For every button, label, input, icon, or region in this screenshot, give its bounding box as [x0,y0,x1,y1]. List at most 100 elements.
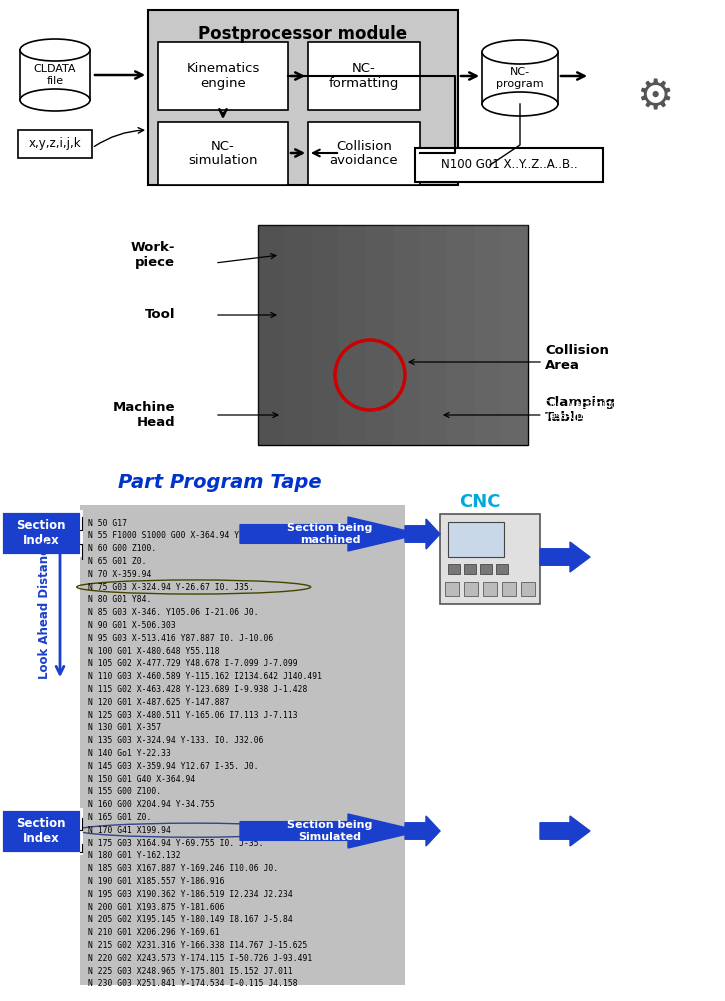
Polygon shape [405,816,440,846]
Text: N 175 G03 X164.94 Y-69.755 I0. J-35.: N 175 G03 X164.94 Y-69.755 I0. J-35. [88,839,263,848]
Text: N 180 G01 Y-162.132: N 180 G01 Y-162.132 [88,851,181,860]
Text: N 130 G01 X-357: N 130 G01 X-357 [88,724,161,733]
Text: N 220 G02 X243.573 Y-174.115 I-50.726 J-93.491: N 220 G02 X243.573 Y-174.115 I-50.726 J-… [88,954,312,963]
Text: Part Program Tape: Part Program Tape [118,473,322,492]
Bar [483,582,497,596]
Text: N 125 G03 X-480.511 Y-165.06 I7.113 J-7.113: N 125 G03 X-480.511 Y-165.06 I7.113 J-7.… [88,711,298,720]
Text: Section being
Simulated: Section being Simulated [287,820,373,842]
Text: N 75 G03 X-324.94 Y-26.67 I0. J35.: N 75 G03 X-324.94 Y-26.67 I0. J35. [88,583,254,592]
Text: [NC Simulation
3D View
(colored turbine blade)]: [NC Simulation 3D View (colored turbine … [521,587,637,620]
Ellipse shape [482,40,558,64]
Text: N 55 F1000 S1000 G00 X-364.94 Y-61.67 Z150. M03: N 55 F1000 S1000 G00 X-364.94 Y-61.67 Z1… [88,532,317,541]
Text: N 90 G01 X-506.303: N 90 G01 X-506.303 [88,621,175,630]
FancyBboxPatch shape [1,809,81,853]
Bar [448,522,504,557]
Text: N 135 G03 X-324.94 Y-133. I0. J32.06: N 135 G03 X-324.94 Y-133. I0. J32.06 [88,736,263,745]
Text: N 190 G01 X185.557 Y-186.916: N 190 G01 X185.557 Y-186.916 [88,877,225,886]
Bar [258,225,285,445]
Text: N 160 G00 X204.94 Y-34.755: N 160 G00 X204.94 Y-34.755 [88,800,215,809]
Text: N 100 G01 X-480.648 Y55.118: N 100 G01 X-480.648 Y55.118 [88,647,220,656]
Bar [20,50,90,100]
Text: Section being
machined: Section being machined [287,524,373,545]
Text: N 225 G03 X248.965 Y-175.801 I5.152 J7.011: N 225 G03 X248.965 Y-175.801 I5.152 J7.0… [88,967,293,976]
Text: NC-
program: NC- program [496,67,544,89]
Bar [258,225,528,445]
Text: N 110 G03 X-460.589 Y-115.162 I2134.642 J140.491: N 110 G03 X-460.589 Y-115.162 I2134.642 … [88,672,322,681]
Text: N 165 G01 Z0.: N 165 G01 Z0. [88,813,152,822]
Bar [80,505,405,985]
Text: N 210 G01 X206.296 Y-169.61: N 210 G01 X206.296 Y-169.61 [88,928,220,937]
Bar [464,564,476,574]
Text: N 200 G01 X193.875 Y-181.606: N 200 G01 X193.875 Y-181.606 [88,903,225,912]
Text: N 95 G03 X-513.416 Y87.887 I0. J-10.06: N 95 G03 X-513.416 Y87.887 I0. J-10.06 [88,634,273,643]
Text: N 115 G02 X-463.428 Y-123.689 I-9.938 J-1.428: N 115 G02 X-463.428 Y-123.689 I-9.938 J-… [88,685,307,694]
Text: N 145 G03 X-359.94 Y12.67 I-35. J0.: N 145 G03 X-359.94 Y12.67 I-35. J0. [88,762,259,771]
Bar [393,225,420,445]
Bar [496,564,508,574]
Polygon shape [240,517,420,551]
Text: N 120 G01 X-487.625 Y-147.887: N 120 G01 X-487.625 Y-147.887 [88,698,229,707]
Text: Look Ahead Distance: Look Ahead Distance [38,540,51,679]
Polygon shape [240,814,420,848]
FancyBboxPatch shape [158,122,288,185]
Text: N 155 G00 Z100.: N 155 G00 Z100. [88,788,161,797]
Text: N 230 G03 X251.841 Y-174.534 I-0.115 J4.158: N 230 G03 X251.841 Y-174.534 I-0.115 J4.… [88,979,298,988]
Bar [366,225,393,445]
Polygon shape [540,816,590,846]
Bar [448,564,460,574]
Bar [480,564,492,574]
Text: Machine
Head: Machine Head [112,401,175,429]
Text: CNC: CNC [459,493,501,511]
FancyBboxPatch shape [1,511,81,555]
Ellipse shape [20,89,90,111]
Polygon shape [405,519,440,549]
Text: N 215 G02 X231.316 Y-166.338 I14.767 J-15.625: N 215 G02 X231.316 Y-166.338 I14.767 J-1… [88,941,307,950]
Bar [501,225,528,445]
Text: Kinematics
engine: Kinematics engine [186,62,260,90]
Text: N 85 G03 X-346. Y105.06 I-21.06 J0.: N 85 G03 X-346. Y105.06 I-21.06 J0. [88,608,259,617]
Text: Collision
avoidance: Collision avoidance [330,139,398,167]
Text: Clamping
Table: Clamping Table [545,396,615,424]
Text: Work-
piece: Work- piece [130,241,175,269]
Bar [148,10,458,185]
Bar [502,582,516,596]
Bar [464,582,478,596]
Text: NC-
formatting: NC- formatting [329,62,399,90]
Bar [445,582,459,596]
Text: N 105 G02 X-477.729 Y48.678 I-7.099 J-7.099: N 105 G02 X-477.729 Y48.678 I-7.099 J-7.… [88,660,298,669]
Bar [312,225,339,445]
Text: ⚙: ⚙ [636,77,673,118]
FancyBboxPatch shape [308,122,420,185]
Ellipse shape [482,92,558,116]
Bar [440,514,540,604]
Bar [521,582,535,596]
Text: NC-
simulation: NC- simulation [188,139,258,167]
Text: N 170 G41 X199.94: N 170 G41 X199.94 [88,826,171,835]
Ellipse shape [20,39,90,61]
Bar [420,225,447,445]
FancyBboxPatch shape [415,148,603,182]
FancyBboxPatch shape [158,42,288,110]
Text: Section
Index: Section Index [16,817,66,845]
Bar [285,225,312,445]
Text: N 80 G01 Y84.: N 80 G01 Y84. [88,596,152,605]
Bar [339,225,366,445]
Text: N 70 X-359.94: N 70 X-359.94 [88,570,152,579]
Text: N 140 Go1 Y-22.33: N 140 Go1 Y-22.33 [88,749,171,758]
Text: Collision
Area: Collision Area [545,344,609,372]
Bar [474,225,501,445]
Text: Postprocessor module: Postprocessor module [199,25,407,43]
Text: N 65 G01 Z0.: N 65 G01 Z0. [88,557,146,566]
Bar [482,52,558,104]
Polygon shape [540,542,590,572]
Text: CLDATA
file: CLDATA file [34,64,76,86]
Text: N 195 G03 X190.362 Y-186.519 I2.234 J2.234: N 195 G03 X190.362 Y-186.519 I2.234 J2.2… [88,890,293,899]
Text: N 150 G01 G40 X-364.94: N 150 G01 G40 X-364.94 [88,775,195,784]
Text: [CNC Machining
Close-up Photo]: [CNC Machining Close-up Photo] [539,399,618,421]
FancyBboxPatch shape [308,42,420,110]
Text: Section
Index: Section Index [16,519,66,547]
Bar [447,225,474,445]
Text: N 60 G00 Z100.: N 60 G00 Z100. [88,545,157,554]
Text: x,y,z,i,j,k: x,y,z,i,j,k [29,137,81,150]
FancyBboxPatch shape [18,130,92,158]
